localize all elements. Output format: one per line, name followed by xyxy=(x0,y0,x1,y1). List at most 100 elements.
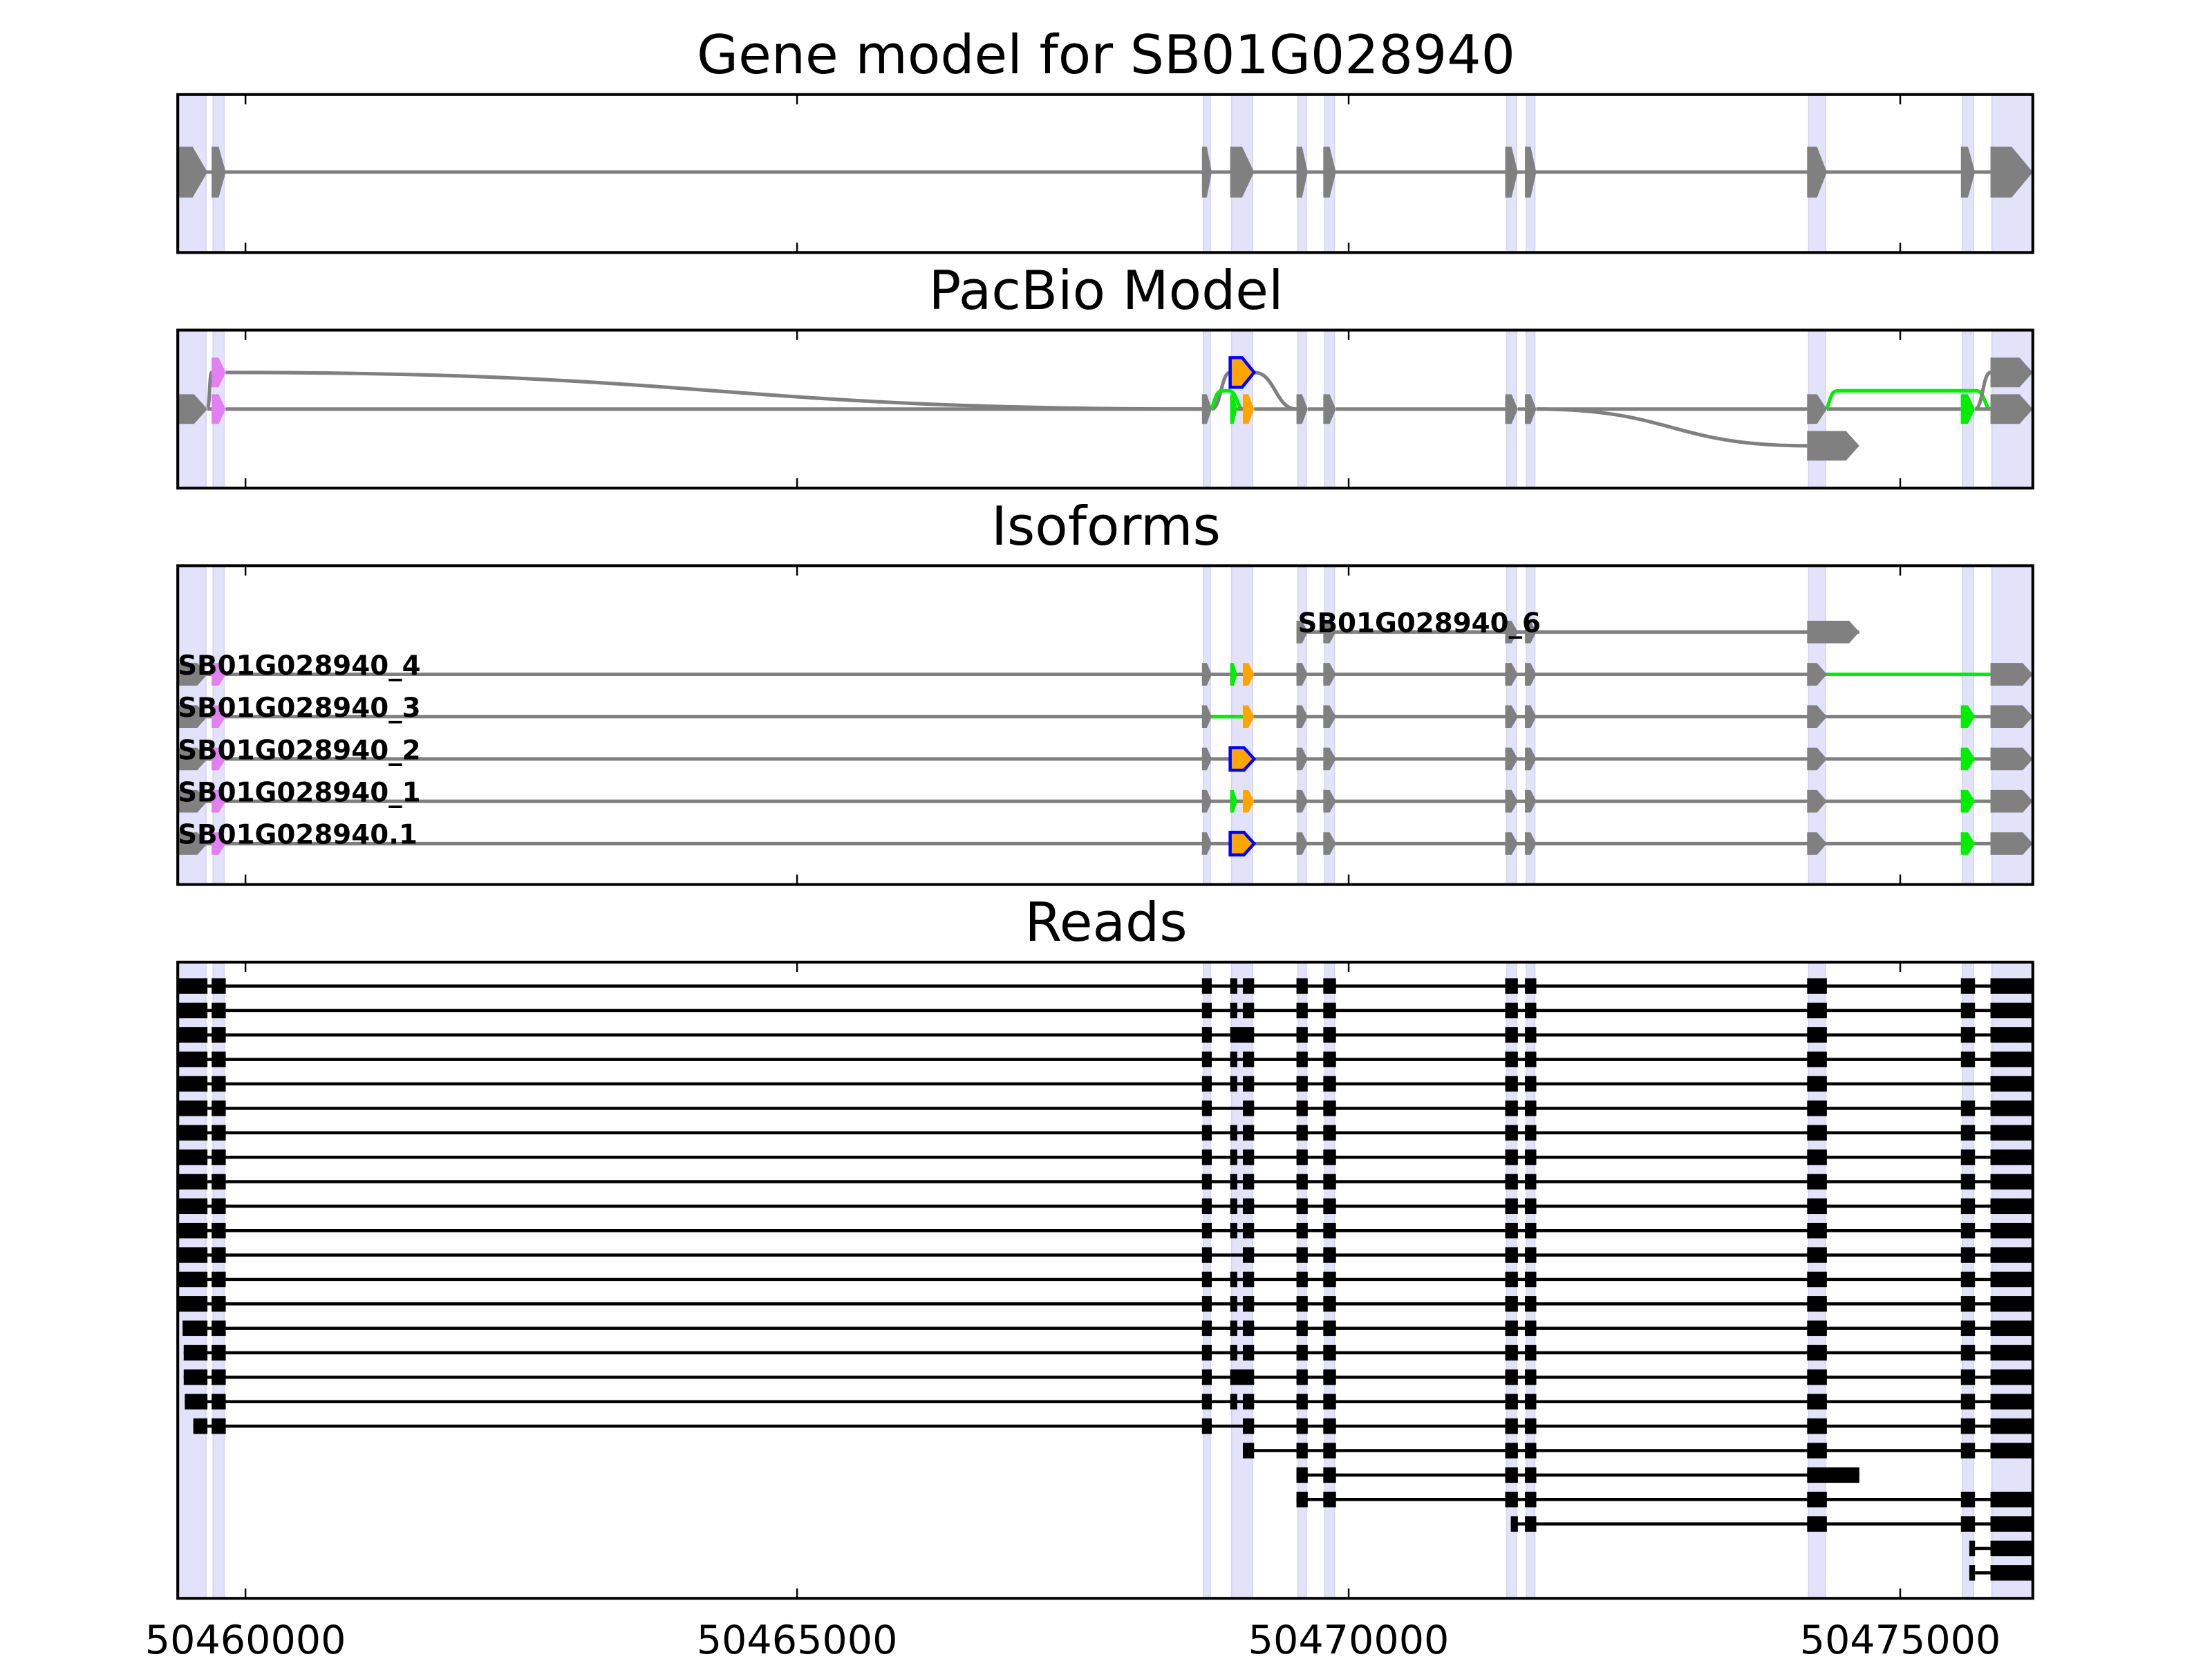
read-block xyxy=(1230,1369,1255,1385)
read-block xyxy=(1505,1027,1518,1043)
read-row xyxy=(178,1222,2033,1239)
isoform-exon xyxy=(1230,663,1237,686)
read-row xyxy=(178,1125,2033,1141)
read-block xyxy=(1201,1174,1212,1190)
pacbio-edge xyxy=(205,371,214,411)
read-block xyxy=(1201,1247,1212,1263)
read-block xyxy=(1230,1076,1237,1092)
read-block xyxy=(1230,1394,1237,1409)
read-row xyxy=(183,1369,2033,1385)
isoform-row: SB01G028940_2 xyxy=(178,735,2033,772)
read-block xyxy=(1990,1174,2033,1190)
isoform-exon xyxy=(1201,789,1212,813)
read-block xyxy=(1242,1418,1255,1434)
read-block xyxy=(1242,1149,1255,1165)
read-block xyxy=(1296,1247,1308,1263)
pacbio-exon-node xyxy=(212,394,226,424)
isoform-exon xyxy=(1296,620,1308,644)
read-block xyxy=(1201,1027,1212,1043)
read-block xyxy=(1201,978,1212,994)
read-block xyxy=(1201,1149,1212,1165)
read-block xyxy=(1960,1344,1976,1361)
read-block xyxy=(1990,1051,2033,1067)
read-block xyxy=(1201,1076,1212,1092)
isoform-exon xyxy=(1505,620,1518,644)
read-block xyxy=(212,1247,226,1263)
read-block xyxy=(1525,1516,1537,1532)
read-block xyxy=(1960,1174,1976,1190)
read-block xyxy=(1323,1418,1336,1434)
read-block xyxy=(1960,1271,1976,1288)
read-block xyxy=(1323,1271,1336,1288)
read-block xyxy=(1296,1271,1308,1288)
isoform-exon xyxy=(1228,746,1257,772)
exon-block xyxy=(1990,147,2033,198)
pacbio-exon-node xyxy=(178,394,208,424)
read-block xyxy=(212,1271,226,1288)
isoform-exon xyxy=(1323,620,1336,644)
read-row xyxy=(178,1027,2033,1043)
read-block xyxy=(1505,1344,1518,1361)
read-row xyxy=(178,1174,2033,1190)
read-block xyxy=(1807,978,1827,994)
read-block xyxy=(1323,1125,1336,1141)
read-block xyxy=(1525,1222,1537,1239)
read-block xyxy=(1960,1296,1976,1312)
read-block xyxy=(1807,1492,1827,1508)
isoform-exon xyxy=(1201,663,1212,686)
read-row xyxy=(1296,1492,2033,1508)
read-row xyxy=(178,1296,2033,1312)
read-block xyxy=(1296,1467,1308,1483)
read-block xyxy=(212,1174,226,1190)
read-block xyxy=(1242,1125,1255,1141)
read-block xyxy=(1807,1467,1859,1483)
pacbio-exon-node xyxy=(212,357,226,388)
isoform-exon xyxy=(1960,705,1976,729)
read-block xyxy=(1505,1394,1518,1409)
read-block xyxy=(1242,1100,1255,1116)
read-block xyxy=(1960,1222,1976,1239)
read-block xyxy=(1201,1296,1212,1312)
x-tick-label: 50475000 xyxy=(1800,1618,2001,1659)
read-block xyxy=(1201,1125,1212,1141)
read-row xyxy=(178,1271,2033,1288)
read-block xyxy=(1242,978,1255,994)
read-block xyxy=(1969,1565,1976,1581)
read-block xyxy=(1230,1296,1237,1312)
reads-panel xyxy=(176,960,2034,1600)
read-block xyxy=(1230,1027,1255,1043)
read-block xyxy=(1807,1418,1827,1434)
read-block xyxy=(1242,1320,1255,1336)
read-block xyxy=(1807,1247,1827,1263)
read-block xyxy=(1505,1125,1518,1141)
read-block xyxy=(182,1320,208,1336)
read-block xyxy=(1201,1198,1212,1215)
read-block xyxy=(1990,1443,2033,1459)
read-block xyxy=(1807,1296,1827,1312)
read-block xyxy=(1323,1198,1336,1215)
pacbio-exon-node xyxy=(1807,394,1827,424)
isoform-exon xyxy=(1525,663,1537,686)
read-block xyxy=(212,1125,226,1141)
read-block xyxy=(178,1198,208,1215)
panel-title-isoforms: Isoforms xyxy=(991,496,1221,558)
isoform-exon xyxy=(1525,705,1537,729)
read-block xyxy=(1242,1198,1255,1215)
read-block xyxy=(1201,1002,1212,1019)
read-block xyxy=(1505,1149,1518,1165)
read-block xyxy=(1960,1002,1976,1019)
read-block xyxy=(1990,1027,2033,1043)
read-row xyxy=(178,1076,2033,1092)
read-block xyxy=(178,1174,208,1190)
exon-block xyxy=(1807,147,1827,198)
read-block xyxy=(212,978,226,994)
isoform-label: SB01G028940_3 xyxy=(178,693,420,724)
isoform-exon xyxy=(1323,705,1336,729)
exon-block xyxy=(178,147,208,198)
read-block xyxy=(1505,978,1518,994)
read-block xyxy=(212,1027,226,1043)
read-block xyxy=(1960,1100,1976,1116)
read-block xyxy=(1242,1051,1255,1067)
read-block xyxy=(1807,1125,1827,1141)
read-block xyxy=(1242,1443,1255,1459)
